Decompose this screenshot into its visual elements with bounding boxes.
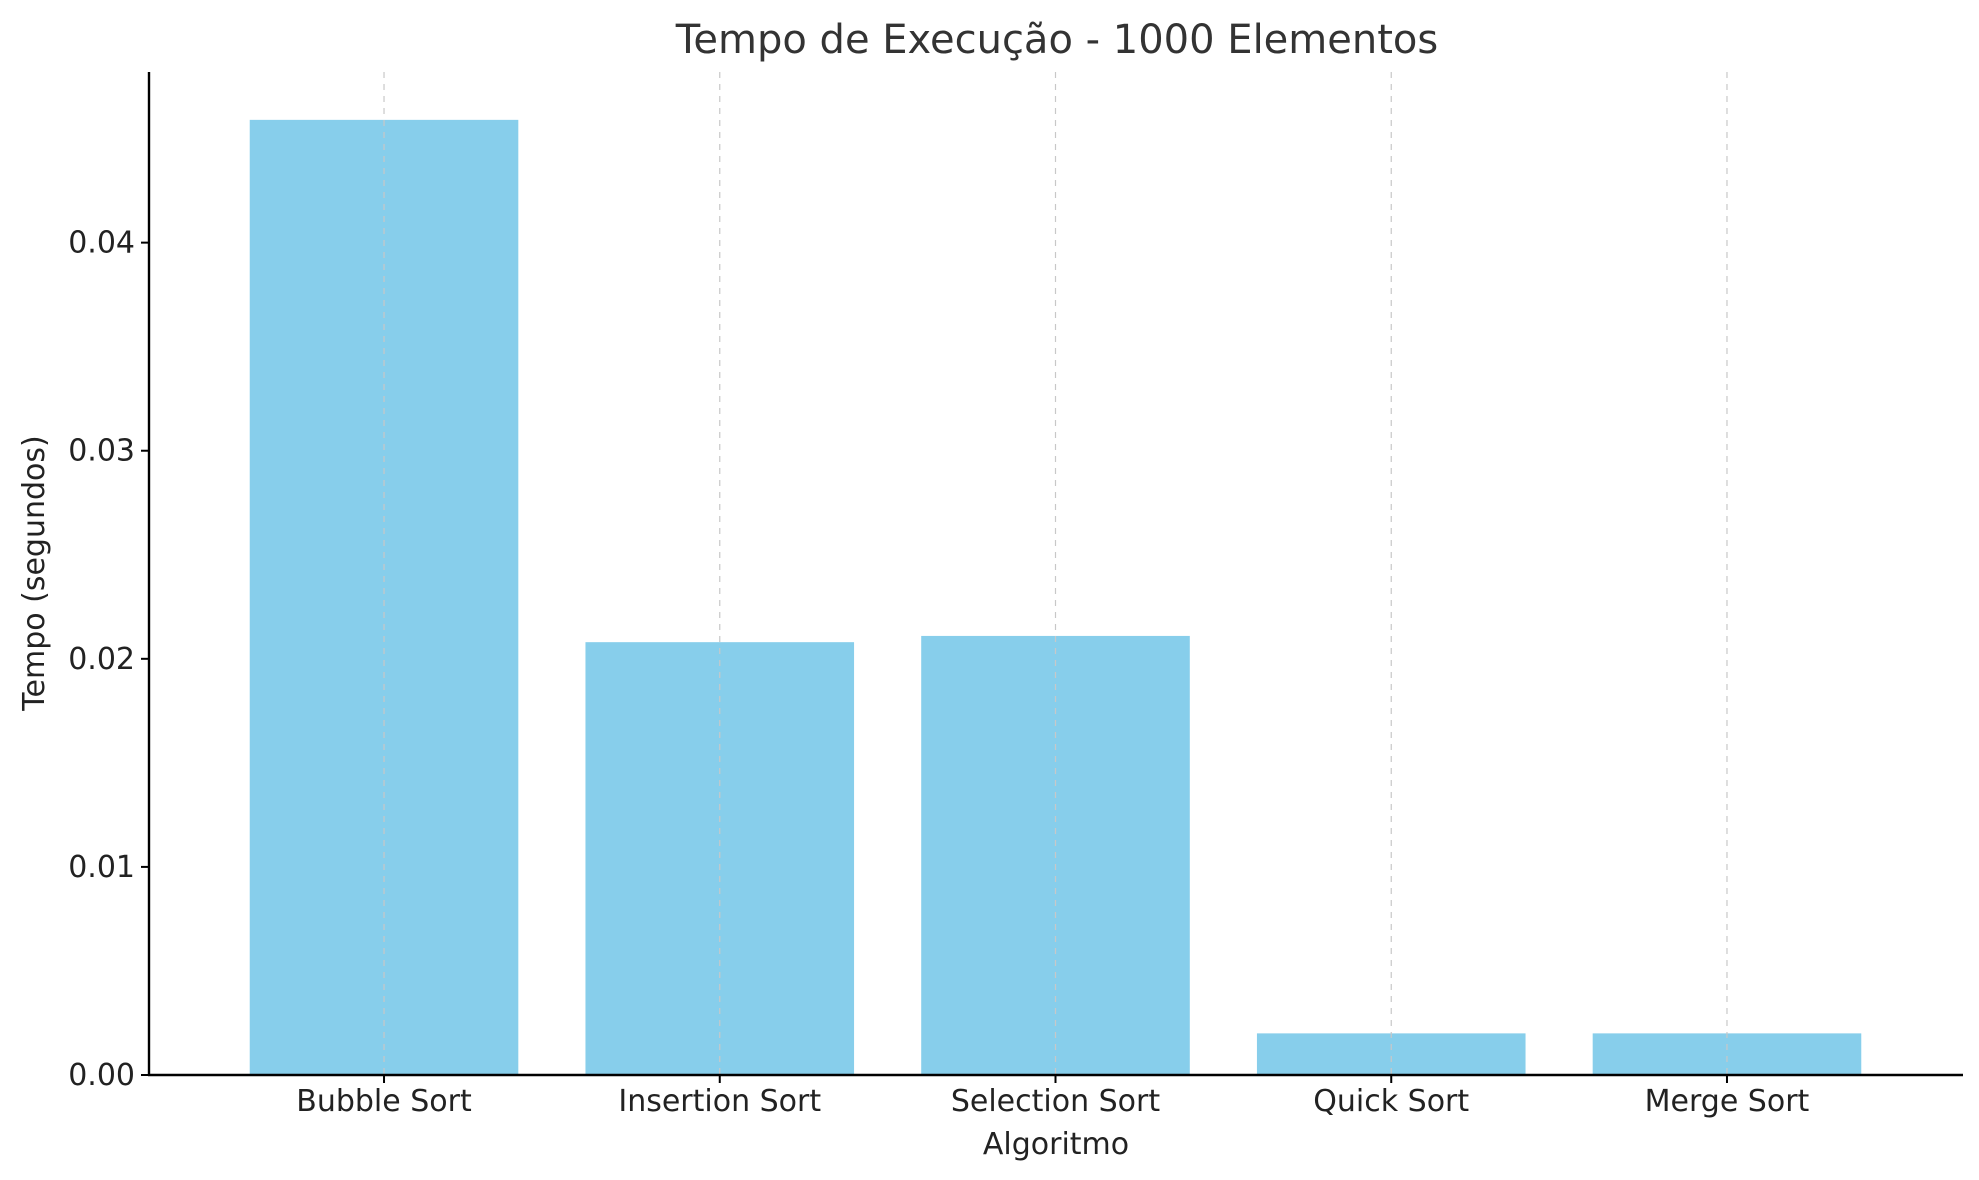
bar-insertion-sort xyxy=(585,642,855,1075)
x-tick-label: Insertion Sort xyxy=(618,1084,821,1119)
y-tick-label: 0.04 xyxy=(68,226,135,261)
x-tick-label: Bubble Sort xyxy=(296,1084,472,1119)
y-tick-label: 0.00 xyxy=(68,1058,135,1093)
y-axis-label: Tempo (segundos) xyxy=(17,435,52,711)
y-tick-label: 0.01 xyxy=(68,850,135,885)
x-axis-ticks: Bubble Sort Insertion Sort Selection Sort Q… xyxy=(296,1075,1810,1119)
y-axis-ticks: 0.00 0.01 0.02 0.03 0.04 xyxy=(68,226,149,1093)
y-tick-label: 0.03 xyxy=(68,434,135,469)
x-axis-label: Algoritmo xyxy=(983,1127,1129,1162)
x-tick-label: Quick Sort xyxy=(1313,1084,1469,1119)
x-tick-label: Merge Sort xyxy=(1645,1084,1810,1119)
bar-bubble-sort xyxy=(249,119,519,1076)
y-tick-label: 0.02 xyxy=(68,642,135,677)
bars xyxy=(249,119,1862,1076)
chart-title: Tempo de Execução - 1000 Elementos xyxy=(675,17,1438,63)
x-tick-label: Selection Sort xyxy=(951,1084,1161,1119)
